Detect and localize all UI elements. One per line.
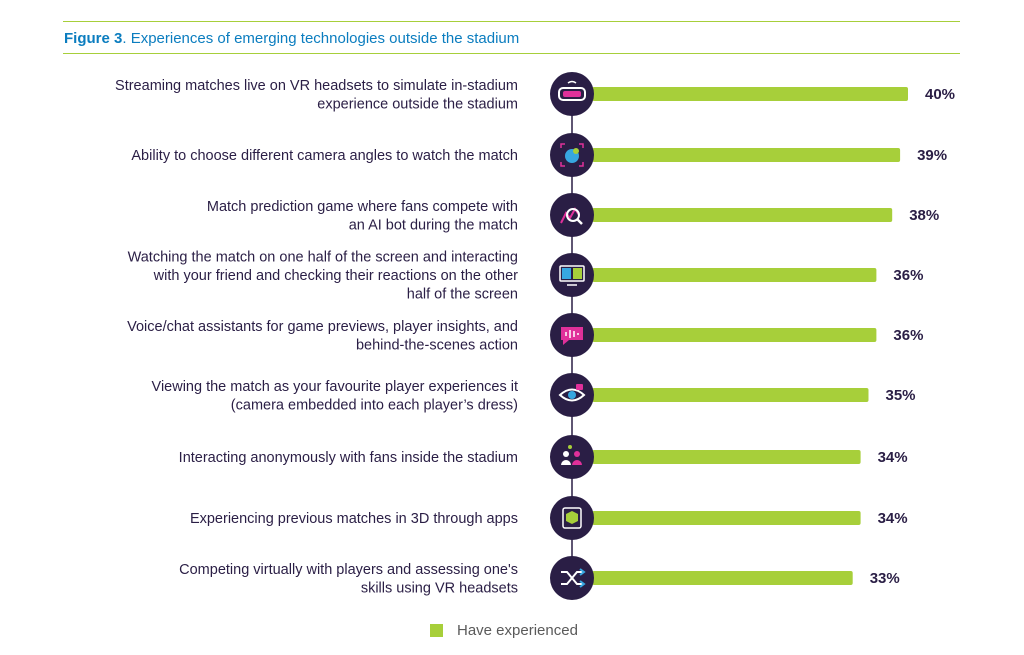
category-label: Voice/chat assistants for game previews,…: [127, 319, 518, 354]
category-label: Experiencing previous matches in 3D thro…: [190, 511, 518, 527]
category-label-line: an AI bot during the match: [349, 217, 518, 233]
prediction-analytics-icon: [550, 193, 594, 237]
category-label-line: Viewing the match as your favourite play…: [152, 379, 518, 395]
top-rule: [63, 21, 960, 22]
legend-swatch: [430, 624, 443, 637]
category-label-line: skills using VR headsets: [361, 580, 518, 596]
icon-circle: [550, 253, 594, 297]
category-label: Match prediction game where fans compete…: [207, 199, 518, 234]
anonymous-fans-icon: [550, 435, 594, 479]
figure-caption: . Experiences of emerging technologies o…: [122, 30, 520, 47]
category-label-line: Ability to choose different camera angle…: [131, 148, 518, 164]
category-label-line: experience outside the stadium: [317, 96, 518, 112]
bar: [592, 148, 901, 162]
voice-chat-icon: [550, 313, 594, 357]
value-label: 38%: [909, 207, 939, 224]
category-label-line: half of the screen: [407, 287, 518, 303]
bar: [592, 208, 893, 222]
camera-angle-icon: [550, 133, 594, 177]
category-label-line: Interacting anonymously with fans inside…: [179, 450, 518, 466]
bar: [592, 328, 877, 342]
figure-label: Figure 3: [64, 30, 123, 47]
bar: [592, 87, 908, 101]
shuffle-compete-icon: [550, 556, 594, 600]
category-label-line: Voice/chat assistants for game previews,…: [127, 319, 518, 335]
title-rule: [63, 53, 960, 54]
category-label-line: Watching the match on one half of the sc…: [128, 250, 518, 266]
bar: [592, 268, 877, 282]
icon-circle: [550, 435, 594, 479]
category-label-line: Match prediction game where fans compete…: [207, 199, 518, 215]
category-label-line: (camera embedded into each player’s dres…: [231, 397, 518, 413]
value-label: 39%: [917, 147, 947, 164]
category-label: Watching the match on one half of the sc…: [128, 250, 519, 303]
category-label-line: Streaming matches live on VR headsets to…: [115, 78, 518, 94]
category-label: Viewing the match as your favourite play…: [152, 379, 518, 414]
value-label: 34%: [878, 449, 908, 466]
value-label: 36%: [893, 327, 923, 344]
category-label-line: behind-the-scenes action: [356, 337, 518, 353]
category-label: Streaming matches live on VR headsets to…: [115, 78, 518, 113]
category-label-line: Competing virtually with players and ass…: [179, 562, 518, 578]
category-label: Ability to choose different camera angle…: [131, 148, 518, 164]
bar: [592, 388, 869, 402]
figure-title: Figure 3. Experiences of emerging techno…: [64, 30, 519, 47]
value-label: 40%: [925, 86, 955, 103]
legend: Have experienced: [430, 622, 578, 639]
value-label: 35%: [886, 387, 916, 404]
value-label: 36%: [893, 267, 923, 284]
value-label: 33%: [870, 570, 900, 587]
category-label: Interacting anonymously with fans inside…: [179, 450, 518, 466]
category-label-line: Experiencing previous matches in 3D thro…: [190, 511, 518, 527]
category-label: Competing virtually with players and ass…: [179, 562, 518, 597]
bar: [592, 511, 861, 525]
category-label-line: with your friend and checking their reac…: [153, 268, 518, 284]
bar: [592, 571, 853, 585]
vr-headset-icon: [550, 72, 594, 116]
bar-chart: Streaming matches live on VR headsets to…: [115, 72, 955, 600]
eye-camera-icon: [550, 373, 594, 417]
split-screen-icon: [550, 253, 594, 297]
bar: [592, 450, 861, 464]
3d-cube-icon: [550, 496, 594, 540]
value-label: 34%: [878, 510, 908, 527]
legend-label: Have experienced: [457, 622, 578, 639]
